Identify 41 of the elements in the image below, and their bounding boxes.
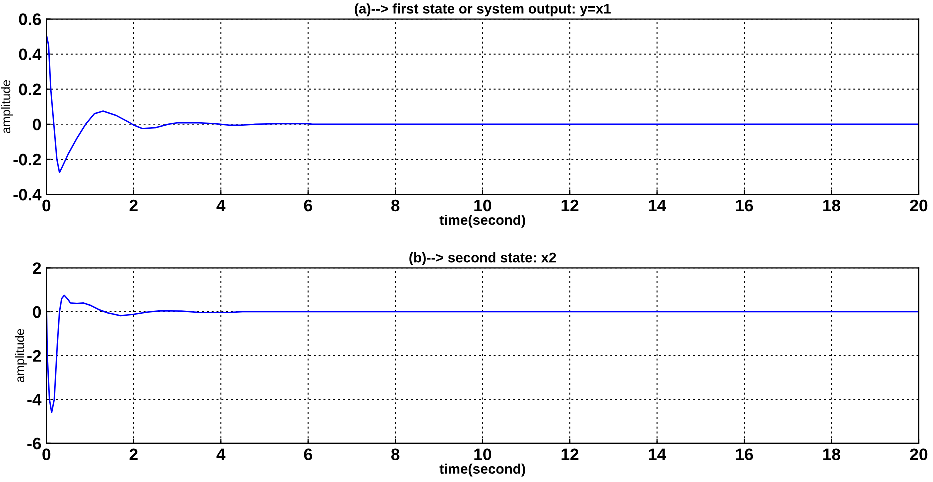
x-tick-label: 0 bbox=[42, 200, 51, 212]
y-tick-label: 0.6 bbox=[19, 14, 42, 26]
x-tick-label: 4 bbox=[216, 448, 226, 460]
x-axis-title: time(second) bbox=[440, 464, 526, 477]
x-tick-label: 2 bbox=[130, 448, 138, 460]
y-tick-label: -6 bbox=[28, 438, 42, 450]
y-tick-label: 0.2 bbox=[19, 84, 42, 96]
line-series bbox=[46, 34, 920, 174]
x-tick-label: 16 bbox=[736, 200, 754, 212]
chart-title: (a)--> first state or system output: y=x1 bbox=[355, 4, 611, 17]
x-tick-label: 10 bbox=[474, 200, 492, 212]
x-tick-label: 8 bbox=[391, 200, 400, 212]
x-axis-title: time(second) bbox=[440, 214, 526, 228]
y-tick-label: -2 bbox=[28, 350, 42, 362]
x-tick-label: 18 bbox=[824, 448, 841, 461]
y-tick-label: 0.4 bbox=[19, 48, 42, 61]
x-tick-label: 20 bbox=[910, 448, 928, 461]
y-axis-title: amplitude bbox=[15, 329, 27, 382]
x-tick-label: 20 bbox=[910, 200, 928, 212]
y-tick-label: 2 bbox=[33, 262, 42, 274]
y-tick-label: -0.2 bbox=[14, 154, 42, 166]
x-tick-label: 16 bbox=[736, 448, 754, 461]
chart-title: (b)--> second state: x2 bbox=[410, 252, 556, 266]
x-tick-label: 14 bbox=[649, 448, 666, 460]
x-tick-label: 12 bbox=[562, 200, 579, 212]
y-tick-label: 0 bbox=[33, 118, 42, 131]
x-tick-label: 8 bbox=[391, 448, 400, 461]
x-tick-label: 10 bbox=[474, 448, 492, 461]
x-tick-label: 6 bbox=[304, 448, 312, 461]
line-series bbox=[46, 294, 920, 414]
y-tick-label: -0.4 bbox=[14, 188, 42, 201]
x-tick-label: 0 bbox=[42, 448, 51, 461]
y-tick-label: 0 bbox=[33, 306, 42, 318]
x-tick-label: 12 bbox=[562, 448, 579, 460]
x-tick-label: 4 bbox=[216, 200, 226, 212]
y-axis-title: amplitude bbox=[1, 80, 14, 134]
y-tick-label: -4 bbox=[28, 394, 42, 406]
x-tick-label: 2 bbox=[130, 200, 138, 212]
x-tick-label: 14 bbox=[649, 200, 666, 212]
x-tick-label: 6 bbox=[304, 200, 312, 212]
x-tick-label: 18 bbox=[824, 200, 841, 212]
